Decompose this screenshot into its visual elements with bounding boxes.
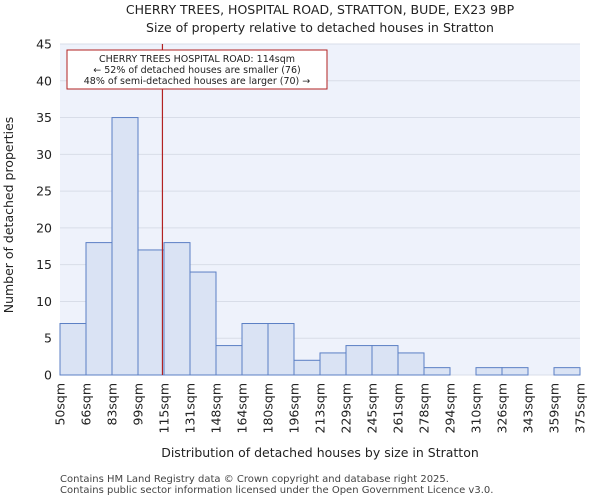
bar bbox=[163, 242, 191, 376]
x-tick-label: 326sqm bbox=[495, 383, 510, 433]
chart-subtitle: Size of property relative to detached ho… bbox=[146, 20, 494, 35]
y-tick-label: 45 bbox=[36, 37, 52, 52]
bar bbox=[215, 345, 243, 376]
x-tick-label: 164sqm bbox=[235, 383, 250, 433]
bar bbox=[293, 359, 321, 376]
x-tick-label: 131sqm bbox=[183, 383, 198, 433]
x-tick-label: 359sqm bbox=[547, 383, 562, 433]
bar bbox=[319, 352, 347, 376]
bar bbox=[111, 117, 139, 376]
footer-attribution-1: Contains HM Land Registry data © Crown c… bbox=[60, 474, 449, 485]
bar bbox=[267, 323, 295, 376]
x-tick-label: 148sqm bbox=[209, 383, 224, 433]
bar bbox=[137, 249, 165, 376]
bar bbox=[85, 242, 113, 376]
y-tick-label: 5 bbox=[44, 331, 52, 346]
bar bbox=[59, 323, 87, 376]
y-tick-label: 25 bbox=[36, 184, 52, 199]
x-tick-label: 278sqm bbox=[417, 383, 432, 433]
bars bbox=[59, 117, 581, 376]
annotation-frame bbox=[66, 49, 328, 90]
bar bbox=[189, 271, 217, 376]
annotation-line-2: ← 52% of detached houses are smaller (76… bbox=[93, 65, 300, 76]
bar bbox=[501, 367, 529, 376]
x-tick-label: 261sqm bbox=[391, 383, 406, 433]
y-tick-label: 10 bbox=[36, 294, 52, 309]
x-axis-label: Distribution of detached houses by size … bbox=[161, 445, 479, 460]
y-tick-label: 40 bbox=[36, 73, 52, 88]
chart-title: CHERRY TREES, HOSPITAL ROAD, STRATTON, B… bbox=[126, 2, 515, 17]
x-tick-label: 115sqm bbox=[157, 383, 172, 433]
y-tick-label: 0 bbox=[44, 368, 52, 383]
x-tick-label: 83sqm bbox=[105, 383, 120, 426]
x-tick-label: 343sqm bbox=[521, 383, 536, 433]
annotation-box: CHERRY TREES HOSPITAL ROAD: 114sqm ← 52%… bbox=[66, 49, 328, 90]
bar bbox=[371, 345, 399, 376]
x-tick-label: 99sqm bbox=[131, 383, 146, 426]
x-tick-label: 229sqm bbox=[339, 383, 354, 433]
bar bbox=[241, 323, 269, 376]
y-tick-label: 30 bbox=[36, 147, 52, 162]
annotation-line-3: 48% of semi-detached houses are larger (… bbox=[84, 76, 311, 87]
footer-attribution-2: Contains public sector information licen… bbox=[60, 485, 494, 496]
bar bbox=[553, 367, 581, 376]
y-axis-ticks: 0 5 10 15 20 25 30 35 40 45 bbox=[36, 37, 52, 383]
x-tick-label: 66sqm bbox=[79, 383, 94, 426]
annotation-line-1: CHERRY TREES HOSPITAL ROAD: 114sqm bbox=[99, 54, 295, 65]
bar bbox=[475, 367, 503, 376]
y-axis-label: Number of detached properties bbox=[1, 117, 16, 314]
x-tick-label: 196sqm bbox=[287, 383, 302, 433]
y-tick-label: 15 bbox=[36, 257, 52, 272]
x-axis-ticks: 50sqm 66sqm 83sqm 99sqm 115sqm 131sqm 148sqm 16… bbox=[53, 383, 588, 433]
x-tick-label: 245sqm bbox=[365, 383, 380, 433]
x-tick-label: 310sqm bbox=[469, 383, 484, 433]
x-tick-label: 50sqm bbox=[53, 383, 68, 426]
bar bbox=[397, 352, 425, 376]
bar bbox=[345, 345, 373, 376]
x-tick-label: 180sqm bbox=[261, 383, 276, 433]
x-tick-label: 375sqm bbox=[573, 383, 588, 433]
x-tick-label: 294sqm bbox=[443, 383, 458, 433]
y-tick-label: 35 bbox=[36, 110, 52, 125]
bar bbox=[423, 367, 451, 376]
x-tick-label: 213sqm bbox=[313, 383, 328, 433]
y-tick-label: 20 bbox=[36, 220, 52, 235]
